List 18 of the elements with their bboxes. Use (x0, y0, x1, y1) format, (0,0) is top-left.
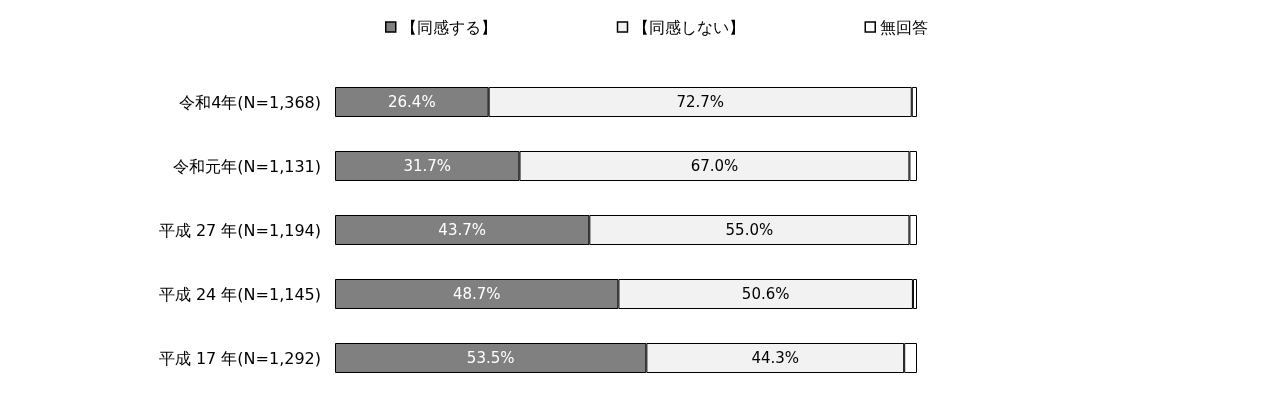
data-label: 72.7% (676, 93, 725, 111)
data-label: 67.0% (690, 157, 739, 175)
data-label: 26.4% (388, 93, 436, 111)
data-label: 31.7% (403, 157, 452, 175)
data-label: 43.7% (438, 221, 486, 239)
data-label: 53.5% (466, 349, 515, 367)
data-label: 48.7% (452, 285, 501, 303)
y-tick-label: 令和元年(N=1,131) (173, 156, 321, 176)
data-label: 50.6% (741, 285, 790, 303)
y-tick-label: 平成 24 年(N=1,145) (158, 284, 321, 304)
y-tick-label: 令和4年(N=1,368) (179, 92, 321, 112)
y-tick-label: 平成 17 年(N=1,292) (158, 348, 321, 368)
legend-label: 無回答 (880, 17, 929, 37)
data-label: 55.0% (725, 221, 774, 239)
legend-label: 【同感する】 (400, 17, 497, 37)
y-tick-label: 平成 27 年(N=1,194) (158, 220, 321, 240)
data-label: 44.3% (751, 349, 800, 367)
legend-label: 【同感しない】 (632, 17, 745, 37)
